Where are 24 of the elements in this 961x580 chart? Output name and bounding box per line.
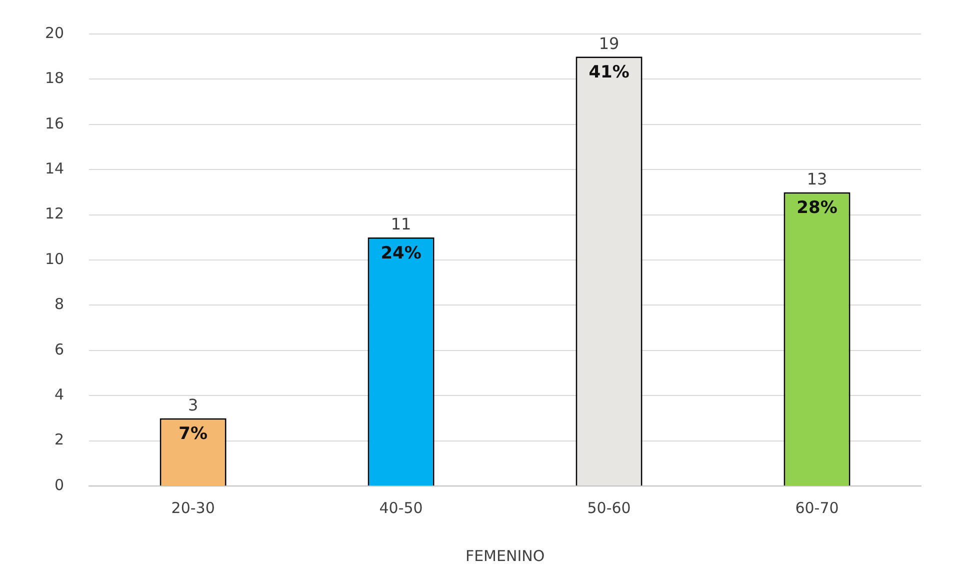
y-tick-label: 12 <box>44 204 64 223</box>
y-tick-label: 18 <box>44 69 64 88</box>
data-label: 3 <box>188 395 198 414</box>
y-tick-label: 16 <box>44 114 64 132</box>
data-label: 13 <box>806 169 828 188</box>
x-tick-label: 50-60 <box>587 498 631 517</box>
y-tick-label: 2 <box>54 430 64 449</box>
x-tick-label: 20-30 <box>171 498 215 517</box>
y-tick-label: 20 <box>44 24 64 42</box>
y-tick-label: 8 <box>54 295 64 314</box>
annotation: 24% <box>380 243 422 264</box>
annotation: 41% <box>588 62 630 83</box>
x-tick-label: 40-50 <box>379 498 423 517</box>
y-tick-label: 0 <box>54 476 64 494</box>
y-tick-label: 10 <box>44 250 64 268</box>
data-label: 11 <box>390 214 412 234</box>
y-tick-label: 4 <box>54 385 64 404</box>
y-tick-label: 6 <box>54 340 64 358</box>
data-label: 19 <box>598 34 620 53</box>
annotation: 28% <box>796 198 838 218</box>
y-tick-label: 14 <box>44 159 64 178</box>
annotation: 7% <box>178 424 208 444</box>
x-axis-title: FEMENINO <box>465 546 545 565</box>
x-tick-label: 60-70 <box>795 498 839 517</box>
